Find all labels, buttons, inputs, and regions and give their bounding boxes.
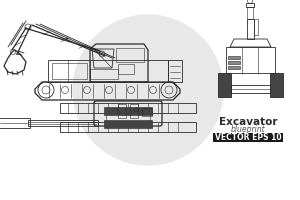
Bar bbox=[60, 103, 196, 113]
Bar bbox=[247, 7, 253, 19]
Bar bbox=[228, 61, 240, 64]
Bar bbox=[247, 19, 254, 39]
Bar bbox=[231, 85, 270, 93]
Bar bbox=[90, 69, 118, 79]
Text: Excavator: Excavator bbox=[219, 117, 277, 127]
Bar bbox=[118, 64, 134, 74]
Bar bbox=[246, 3, 254, 7]
Bar bbox=[130, 104, 138, 118]
Bar bbox=[254, 19, 258, 35]
Text: VECTOR EPS 10: VECTOR EPS 10 bbox=[215, 133, 281, 142]
Bar bbox=[218, 73, 231, 97]
Bar bbox=[226, 47, 275, 73]
Bar bbox=[104, 120, 152, 128]
Bar bbox=[142, 108, 152, 116]
Bar bbox=[270, 73, 283, 97]
Bar bbox=[106, 113, 150, 122]
Bar bbox=[118, 104, 126, 118]
FancyBboxPatch shape bbox=[213, 133, 283, 142]
Bar bbox=[0, 118, 30, 128]
Bar bbox=[28, 120, 98, 126]
Bar bbox=[104, 107, 152, 115]
Bar bbox=[228, 56, 240, 59]
Bar bbox=[48, 60, 168, 82]
Circle shape bbox=[73, 15, 223, 165]
Bar bbox=[60, 122, 196, 132]
Bar bbox=[52, 63, 87, 79]
Text: blueprint: blueprint bbox=[231, 126, 265, 134]
Bar bbox=[168, 60, 182, 82]
Bar bbox=[228, 66, 240, 69]
